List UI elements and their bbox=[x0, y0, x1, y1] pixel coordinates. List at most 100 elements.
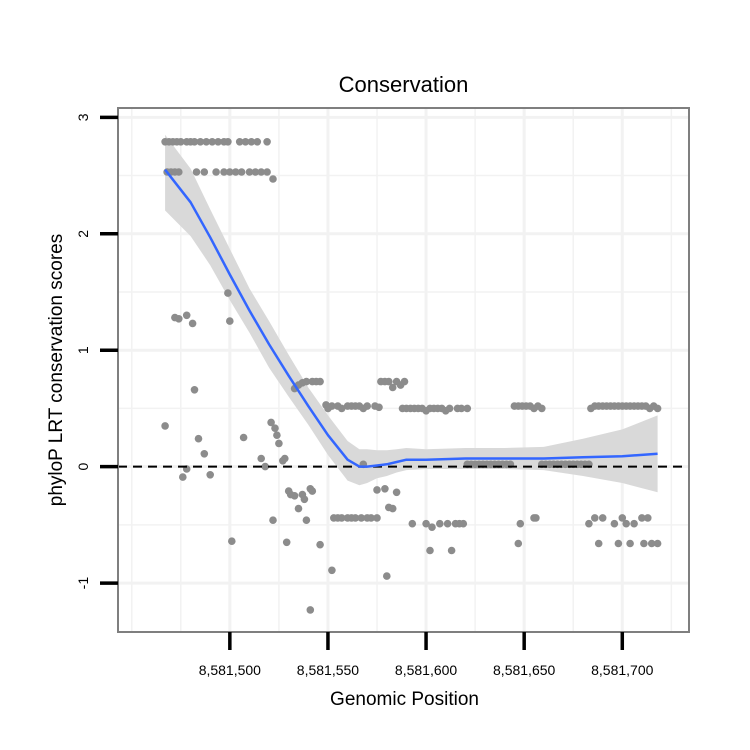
data-point bbox=[585, 519, 593, 528]
x-tick-label: 8,581,600 bbox=[395, 662, 457, 678]
smooth-line-layer bbox=[164, 168, 658, 468]
x-tick-label: 8,581,550 bbox=[297, 662, 359, 678]
data-point bbox=[306, 606, 315, 614]
data-point bbox=[302, 377, 311, 386]
data-point bbox=[257, 454, 266, 463]
data-point bbox=[622, 519, 630, 528]
x-tick-label: 8,581,500 bbox=[199, 662, 261, 678]
data-point bbox=[647, 539, 656, 548]
data-point bbox=[644, 514, 652, 522]
data-point bbox=[640, 539, 648, 548]
data-point bbox=[208, 138, 216, 146]
data-point bbox=[337, 514, 346, 522]
panel-border bbox=[117, 107, 690, 633]
data-point bbox=[200, 450, 209, 458]
data-point bbox=[247, 138, 256, 146]
data-point bbox=[447, 546, 456, 555]
y-tick-label: 1 bbox=[75, 346, 91, 354]
data-point bbox=[408, 519, 417, 528]
data-point bbox=[228, 537, 236, 545]
data-point bbox=[618, 514, 627, 522]
data-point bbox=[392, 488, 401, 497]
data-point bbox=[253, 138, 262, 146]
scatter-points bbox=[161, 138, 662, 614]
confidence-band-layer bbox=[165, 134, 658, 493]
data-point bbox=[200, 168, 209, 176]
data-point bbox=[237, 168, 246, 176]
data-point bbox=[282, 538, 291, 547]
data-point bbox=[212, 168, 220, 176]
y-tick-label: 2 bbox=[75, 230, 91, 238]
data-point bbox=[239, 433, 248, 442]
data-point bbox=[337, 404, 346, 413]
data-point bbox=[192, 168, 201, 176]
data-point bbox=[263, 138, 271, 146]
data-point bbox=[373, 514, 381, 522]
data-point bbox=[302, 516, 311, 524]
data-point bbox=[188, 319, 197, 328]
data-point bbox=[316, 540, 324, 549]
data-point bbox=[224, 138, 232, 146]
data-point bbox=[373, 486, 381, 494]
data-point bbox=[300, 495, 309, 504]
data-point bbox=[294, 504, 303, 513]
data-point bbox=[381, 485, 389, 493]
x-axis-title: Genomic Position bbox=[330, 689, 479, 710]
data-point bbox=[514, 539, 523, 548]
data-point bbox=[388, 504, 397, 513]
x-tick-label: 8,581,700 bbox=[591, 662, 653, 678]
chart-title: Conservation bbox=[339, 72, 469, 97]
data-point bbox=[443, 519, 452, 528]
data-point bbox=[190, 138, 199, 146]
data-point bbox=[175, 315, 183, 323]
data-point bbox=[290, 492, 299, 500]
data-point bbox=[357, 514, 366, 522]
y-axis-title: phyloP LRT conservation scores bbox=[46, 234, 67, 507]
data-point bbox=[267, 418, 275, 427]
smooth-line bbox=[164, 168, 658, 468]
data-point bbox=[190, 386, 199, 394]
data-point bbox=[328, 402, 336, 410]
data-point bbox=[328, 566, 336, 575]
y-axis-ticks: -1 0 1 2 3 bbox=[75, 113, 118, 589]
data-point bbox=[598, 514, 607, 522]
data-point bbox=[463, 404, 472, 413]
data-point bbox=[179, 473, 187, 481]
data-point bbox=[224, 289, 232, 297]
data-point bbox=[182, 311, 191, 320]
y-tick-label: 3 bbox=[75, 113, 91, 121]
data-point bbox=[653, 539, 662, 548]
data-point bbox=[257, 168, 266, 176]
data-point bbox=[281, 454, 289, 463]
data-point bbox=[206, 471, 214, 479]
data-point bbox=[653, 404, 662, 413]
data-point bbox=[422, 519, 430, 528]
data-point bbox=[220, 168, 228, 176]
data-point bbox=[591, 514, 599, 522]
data-point bbox=[202, 138, 211, 146]
data-point bbox=[226, 317, 234, 325]
data-point bbox=[226, 168, 234, 176]
data-point bbox=[457, 404, 466, 413]
data-point bbox=[235, 138, 244, 146]
data-point bbox=[177, 138, 185, 146]
y-tick-label: -1 bbox=[75, 577, 91, 590]
data-point bbox=[271, 424, 279, 433]
data-point bbox=[261, 462, 270, 471]
data-point bbox=[610, 519, 619, 528]
data-point bbox=[459, 519, 468, 528]
data-point bbox=[538, 404, 546, 413]
data-point bbox=[175, 168, 183, 176]
data-point bbox=[269, 175, 277, 183]
data-point bbox=[275, 439, 283, 448]
data-point bbox=[245, 168, 254, 176]
data-point bbox=[194, 434, 203, 443]
data-point bbox=[269, 516, 277, 524]
data-point bbox=[263, 168, 271, 176]
data-point bbox=[388, 383, 397, 392]
data-point bbox=[383, 572, 391, 580]
data-point bbox=[241, 138, 250, 146]
confidence-band bbox=[165, 134, 658, 493]
data-point bbox=[626, 539, 634, 548]
